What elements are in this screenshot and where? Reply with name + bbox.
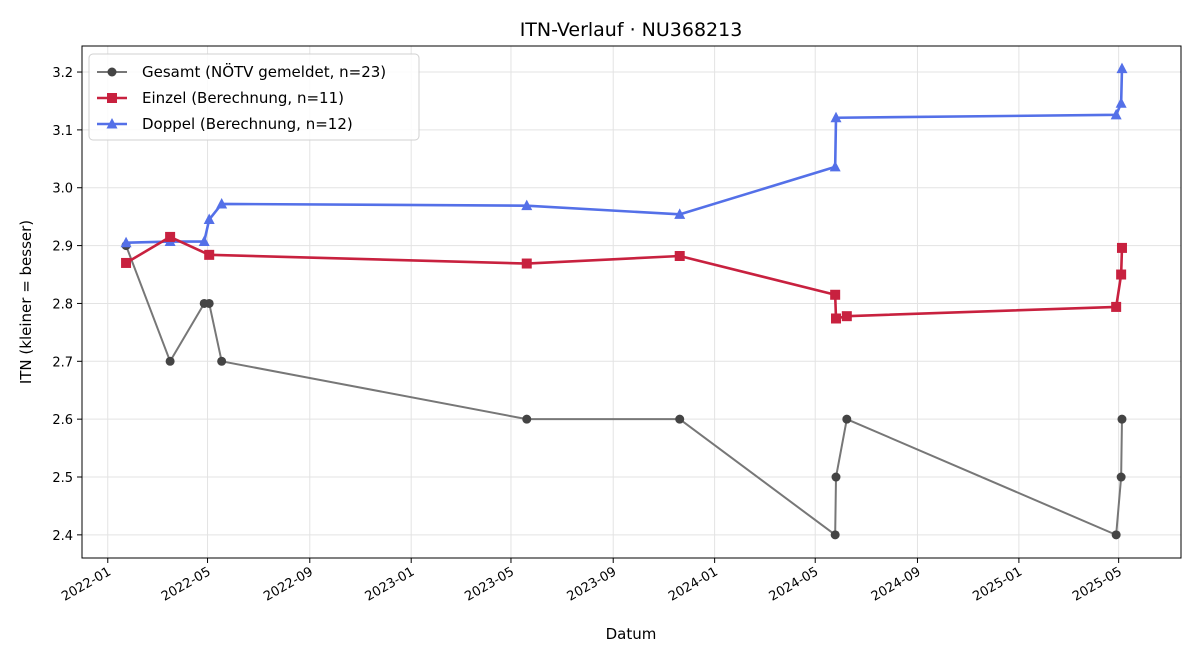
plot-series	[120, 62, 1128, 540]
data-point	[674, 251, 685, 262]
legend-marker	[106, 118, 118, 129]
data-point	[521, 199, 533, 211]
data-point	[841, 311, 852, 322]
y-tick-label: 2.5	[52, 471, 73, 486]
series-line	[125, 235, 1124, 320]
y-axis-title: ITN (kleiner = besser)	[17, 220, 35, 384]
x-tick-label: 2022-05	[159, 564, 214, 604]
x-axis: 2022-01 2022-05 2022-09 2023-01 2023-05 2023-…	[59, 558, 1125, 605]
data-point	[198, 235, 210, 247]
data-point	[1116, 472, 1126, 482]
data-point	[165, 231, 176, 242]
data-point	[204, 249, 215, 260]
legend-marker	[107, 67, 117, 77]
data-point	[1110, 108, 1122, 120]
x-tick-label: 2022-09	[261, 564, 316, 604]
data-point	[675, 414, 685, 424]
y-tick-label: 2.8	[52, 297, 73, 312]
x-tick-label: 2023-05	[462, 564, 517, 604]
data-point	[1116, 242, 1127, 253]
y-axis: 2.4 2.5 2.6 2.7 2.8 2.9 3.0 3.1 3.2	[52, 66, 82, 544]
x-tick-label: 2025-05	[1070, 564, 1125, 604]
x-tick-label: 2023-09	[565, 564, 620, 604]
legend: Gesamt (NÖTV gemeldet, n=23) Einzel (Bere…	[88, 53, 420, 141]
data-point	[831, 472, 841, 482]
legend-label: Gesamt (NÖTV gemeldet, n=23)	[142, 62, 386, 81]
x-tick-label: 2024-05	[767, 564, 822, 604]
data-point	[1116, 62, 1128, 74]
data-point	[120, 236, 132, 248]
series-circle	[121, 241, 1127, 540]
data-point	[830, 530, 840, 540]
legend-box	[88, 53, 420, 141]
data-point	[165, 356, 175, 366]
data-point	[1111, 301, 1122, 312]
x-tick-label: 2023-01	[363, 564, 418, 604]
chart-title: ITN-Verlauf · NU368213	[520, 19, 743, 41]
x-axis-title: Datum	[606, 625, 657, 643]
data-point	[1116, 269, 1127, 280]
data-point	[217, 356, 227, 366]
data-point	[830, 111, 842, 123]
data-point	[830, 289, 841, 300]
legend-marker	[107, 93, 117, 103]
data-point	[203, 213, 215, 225]
series-square	[121, 231, 1127, 324]
data-point	[831, 313, 842, 324]
legend-label: Einzel (Berechnung, n=11)	[142, 89, 344, 107]
data-point	[829, 160, 841, 172]
series-line	[125, 245, 1123, 536]
x-tick-label: 2024-09	[869, 564, 924, 604]
data-point	[522, 414, 532, 424]
y-tick-label: 3.1	[52, 124, 73, 139]
y-tick-label: 3.0	[52, 182, 73, 197]
data-point	[121, 257, 132, 268]
y-tick-label: 2.4	[52, 529, 73, 544]
data-point	[216, 197, 228, 209]
x-tick-label: 2024-01	[666, 564, 721, 604]
y-tick-label: 2.6	[52, 413, 73, 428]
data-point	[521, 258, 532, 269]
data-point	[674, 208, 686, 219]
legend-label: Doppel (Berechnung, n=12)	[142, 115, 353, 133]
data-point	[1115, 97, 1127, 108]
y-tick-label: 2.9	[52, 240, 73, 255]
x-tick-label: 2022-01	[59, 564, 114, 604]
data-point	[842, 414, 852, 424]
y-tick-label: 3.2	[52, 66, 73, 81]
y-tick-label: 2.7	[52, 355, 73, 370]
x-tick-label: 2025-01	[970, 564, 1025, 604]
data-point	[1111, 530, 1121, 540]
data-point	[204, 298, 214, 308]
data-point	[1117, 414, 1127, 424]
plot-frame	[81, 45, 1182, 559]
